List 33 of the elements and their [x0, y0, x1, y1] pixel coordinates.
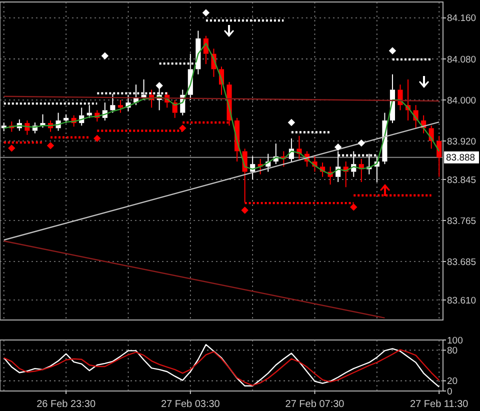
- point: [94, 134, 101, 142]
- point: [156, 82, 163, 90]
- y-tick-label: 83.765: [447, 216, 476, 227]
- y-tick-label: 83.685: [447, 256, 476, 268]
- x-tick-label: 27 Feb 03:30: [160, 399, 220, 410]
- candlestick: [436, 135, 442, 178]
- y-tick-label: 0: [447, 386, 452, 398]
- point: [358, 139, 365, 147]
- y-tick-label: 84.000: [447, 95, 476, 106]
- y-tick-label: 84.160: [447, 13, 476, 24]
- point: [350, 204, 358, 211]
- point: [288, 118, 296, 126]
- point: [101, 52, 109, 60]
- point: [334, 144, 342, 151]
- line-series: [3, 344, 440, 388]
- x-tick-label: 27 Feb 11:30: [410, 399, 469, 410]
- point: [241, 206, 248, 214]
- point: [179, 124, 186, 132]
- y-tick-label: 83.845: [447, 174, 476, 186]
- y-tick-label: 20: [447, 376, 458, 388]
- ref-line-label: 83.888: [446, 152, 476, 164]
- point: [202, 9, 210, 16]
- y-tick-label: 80: [447, 346, 458, 357]
- point: [46, 142, 54, 150]
- y-tick-label: 83.610: [447, 295, 476, 306]
- line-series: [3, 349, 440, 386]
- y-tick-label: 83.920: [447, 136, 476, 148]
- x-tick-label: 27 Feb 07:30: [285, 399, 345, 410]
- y-tick-label: 84.080: [447, 54, 476, 66]
- x-tick-label: 26 Feb 23:30: [36, 399, 96, 410]
- point: [388, 47, 396, 54]
- point: [8, 144, 16, 152]
- y-tick-label: 100: [447, 335, 463, 346]
